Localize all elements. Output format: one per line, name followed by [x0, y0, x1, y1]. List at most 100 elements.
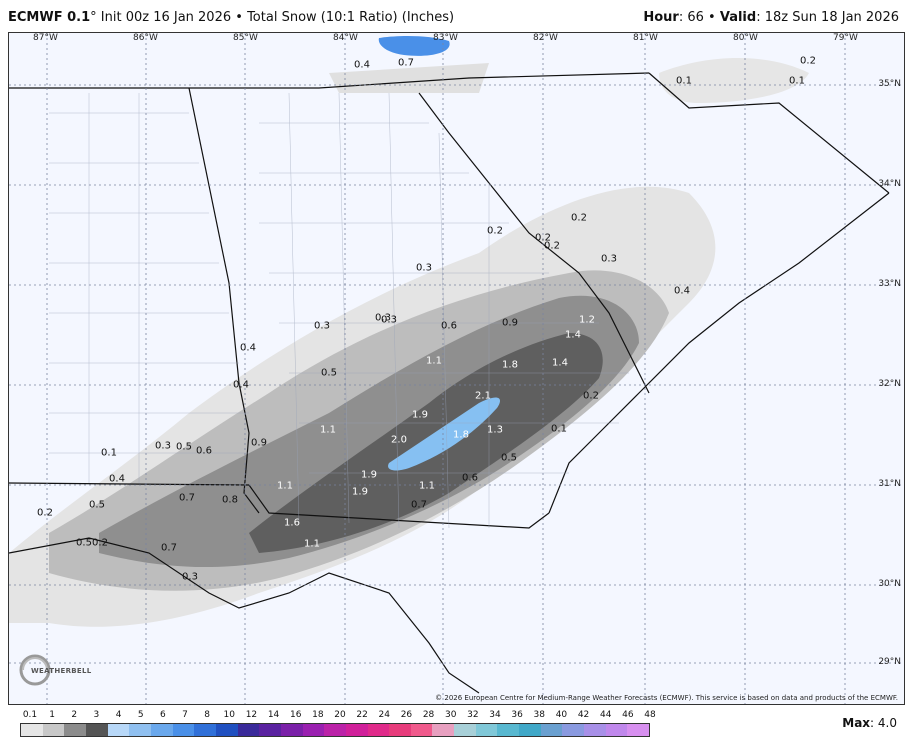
snow-2-north	[378, 36, 450, 56]
legend-swatch	[324, 724, 346, 736]
legend-tick-label: 2	[71, 710, 78, 720]
lat-label: 35°N	[878, 79, 901, 89]
legend-tick-label: 7	[182, 710, 188, 720]
snow-value-label: 0.4	[240, 342, 256, 354]
valid-label: Valid	[719, 10, 757, 25]
tn-border	[9, 72, 650, 89]
legend-tick-label: 18	[312, 710, 324, 720]
snow-value-label: 0.3	[155, 440, 171, 452]
legend-tick-label: 6	[159, 710, 166, 720]
product-name: Total Snow (10:1 Ratio) (Inches)	[247, 10, 455, 25]
snow-value-label: 0.1	[551, 423, 567, 435]
snow-value-label: 1.6	[284, 517, 300, 529]
legend-swatch	[215, 724, 238, 736]
legend-swatch	[475, 724, 498, 736]
legend-tick-label: 48	[644, 710, 656, 720]
legend-tick-label: 44	[599, 710, 612, 720]
snow-value-label: 0.5	[501, 452, 517, 464]
snow-value-label: 0.1	[789, 75, 805, 87]
map-title: ECMWF 0.1° Init 00z 16 Jan 2026 • Total …	[8, 10, 454, 25]
snow-value-label: 0.7	[411, 499, 427, 511]
legend-swatch	[129, 724, 151, 736]
snow-value-label: 0.1	[676, 75, 692, 87]
legend-tick-label: 22	[356, 710, 368, 720]
legend-swatch	[562, 724, 585, 736]
legend-tick-label: 36	[511, 710, 523, 720]
snow-value-label: 0.8	[222, 494, 238, 506]
lon-label: 79°W	[833, 33, 858, 43]
snow-2-region	[388, 397, 500, 471]
legend-swatch	[21, 724, 43, 736]
copyright-notice: © 2026 European Centre for Medium-Range …	[435, 694, 898, 702]
snow-value-label: 1.1	[277, 480, 293, 492]
lon-label: 81°W	[633, 33, 658, 43]
lon-label: 80°W	[733, 33, 758, 43]
snow-value-label: 0.2	[535, 232, 551, 244]
legend-tick-label: 32	[467, 710, 479, 720]
legend-swatch	[345, 724, 368, 736]
legend-swatch	[454, 724, 476, 736]
legend-tick-label: 0.1	[22, 710, 38, 720]
snow-value-label: 0.6	[441, 320, 457, 332]
legend-swatch	[389, 724, 411, 736]
snow-value-label: 1.4	[565, 329, 581, 341]
legend-swatch	[584, 724, 606, 736]
legend-tick-label: 40	[555, 710, 568, 720]
coast	[9, 192, 890, 694]
nc-sc-border	[648, 72, 890, 194]
legend-tick-label: 12	[245, 710, 258, 720]
lat-label: 33°N	[878, 279, 901, 289]
legend-swatch	[42, 724, 65, 736]
weatherbell-logo: WEATHERBELL	[15, 654, 91, 686]
logo-text: WEATHERBELL	[31, 667, 92, 675]
legend-tick-label: 1	[49, 710, 56, 720]
legend-tick-label: 10	[223, 710, 236, 720]
snow-value-label: 0.5	[89, 499, 105, 511]
snow-value-label: 0.6	[462, 472, 478, 484]
snow-value-label: 0.2	[544, 240, 560, 252]
snow-value-label: 0.5	[321, 367, 337, 379]
lon-label: 82°W	[533, 33, 558, 43]
snow-value-label: 0.1	[101, 447, 117, 459]
legend-tick-label: 38	[533, 710, 546, 720]
legend-tick-label: 24	[378, 710, 391, 720]
hour-value: : 66	[678, 10, 704, 25]
snow-value-label: 1.8	[453, 429, 469, 441]
valid-value: : 18z Sun 18 Jan 2026	[756, 10, 899, 25]
max-label: Max	[842, 716, 871, 730]
legend-swatch	[194, 724, 216, 736]
state-borders	[9, 72, 890, 694]
legend-tick-label: 42	[577, 710, 590, 720]
county-lines	[49, 92, 629, 529]
fl-border	[9, 482, 550, 529]
title-bullet: •	[235, 10, 243, 25]
legend-swatch	[410, 724, 433, 736]
snow-value-label: 1.2	[579, 314, 595, 326]
legend-swatch	[150, 724, 173, 736]
model-name: ECMWF 0.1	[8, 10, 91, 25]
legend-swatch	[605, 724, 628, 736]
snow-value-label: 0.3	[375, 312, 391, 324]
legend-swatch	[497, 724, 520, 736]
snow-value-label: 1.8	[502, 359, 518, 371]
header-bar: ECMWF 0.1° Init 00z 16 Jan 2026 • Total …	[0, 0, 913, 32]
snow-value-label: 0.6	[196, 445, 212, 457]
legend-tick-label: 20	[334, 710, 346, 720]
snow-value-label: 0.7	[398, 57, 414, 69]
snow-value-label: 0.2	[37, 507, 53, 519]
lat-label: 31°N	[878, 479, 901, 489]
legend-swatch	[107, 724, 130, 736]
snow-value-label: 1.1	[426, 355, 442, 367]
snow-value-label: 1.9	[361, 469, 377, 481]
snow-value-label: 0.5	[76, 537, 92, 549]
snow-value-label: 1.3	[487, 424, 503, 436]
lat-label: 32°N	[878, 379, 901, 389]
legend-tick-label: 30	[444, 710, 457, 720]
hour-label: Hour	[643, 10, 679, 25]
legend-swatch	[172, 724, 195, 736]
snow-value-label: 0.2	[583, 390, 599, 402]
map-canvas	[9, 33, 904, 704]
legend-tick-label: 16	[289, 710, 302, 720]
legend-swatch	[237, 724, 260, 736]
lon-label: 87°W	[33, 33, 58, 43]
